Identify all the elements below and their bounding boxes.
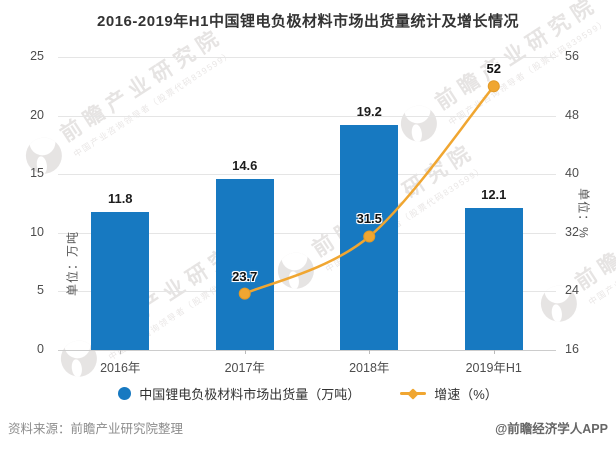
legend: 中国锂电负极材料市场出货量（万吨） 增速（%） [0, 384, 616, 403]
x-axis-tick [369, 350, 371, 354]
left-axis-tick-label: 15 [30, 166, 44, 181]
chart-title: 2016-2019年H1中国锂电负极材料市场出货量统计及增长情况 [97, 13, 519, 30]
left-axis-tick-label: 0 [37, 342, 44, 356]
line-marker [487, 80, 500, 93]
x-axis-category-label: 2017年 [224, 361, 265, 375]
gridline [58, 232, 556, 234]
gridline [58, 57, 556, 58]
x-axis-tick [244, 350, 246, 354]
line-series [238, 80, 500, 300]
legend-line-label: 增速（%） [434, 387, 498, 402]
legend-bar-label: 中国锂电负极材料市场出货量（万吨） [139, 387, 361, 402]
x-axis-category-label: 2019年H1 [465, 361, 522, 375]
right-axis-tick-label: 16 [565, 342, 579, 356]
bar-value-label: 11.8 [107, 190, 133, 206]
left-axis-tick-label: 5 [37, 283, 44, 298]
brand-note: @前瞻经济学人APP [495, 422, 608, 436]
x-axis-category-label: 2016年 [100, 361, 141, 375]
bar [91, 211, 150, 350]
right-axis-title: 单位：% [576, 188, 591, 239]
line-marker [238, 287, 251, 300]
left-axis-tick-label: 10 [30, 224, 44, 239]
gridline [58, 291, 556, 293]
right-axis-tick-label: 24 [565, 283, 579, 298]
legend-item-growth[interactable]: 增速（%） [400, 384, 498, 403]
line-marker [363, 230, 376, 243]
left-axis-tick-label: 25 [30, 49, 44, 63]
bar [464, 208, 523, 350]
bar [215, 178, 274, 350]
x-axis-tick [120, 350, 122, 354]
bar-value-label: 19.2 [356, 103, 382, 119]
plot-area: 11.8 14.6 19.2 12.1 23.7 31.5 52 单位：万吨 [58, 57, 556, 354]
gridline [58, 350, 556, 351]
right-axis-tick-label: 32 [565, 224, 579, 239]
right-axis-tick-label: 48 [565, 107, 579, 122]
x-axis-tick [493, 350, 495, 354]
line-value-label: 31.5 [356, 211, 382, 227]
line-series-swatch-icon [400, 387, 427, 400]
gridline [58, 174, 556, 176]
bar-value-label: 14.6 [232, 157, 258, 173]
bar-series-swatch-icon [118, 387, 132, 400]
growth-line [244, 85, 495, 295]
right-axis-tick-label: 40 [565, 166, 579, 181]
right-axis-tick-label: 56 [565, 49, 579, 63]
data-source-note: 资料来源：前瞻产业研究院整理 [8, 422, 184, 436]
legend-item-shipment[interactable]: 中国锂电负极材料市场出货量（万吨） [118, 384, 360, 403]
left-axis-title: 单位：万吨 [65, 231, 80, 297]
x-axis-category-label: 2018年 [349, 361, 390, 375]
gridline [58, 115, 556, 117]
left-axis-tick-label: 20 [30, 107, 44, 122]
bar-value-label: 12.1 [481, 187, 507, 203]
line-value-label: 23.7 [232, 268, 258, 284]
line-value-label: 52 [486, 61, 501, 77]
